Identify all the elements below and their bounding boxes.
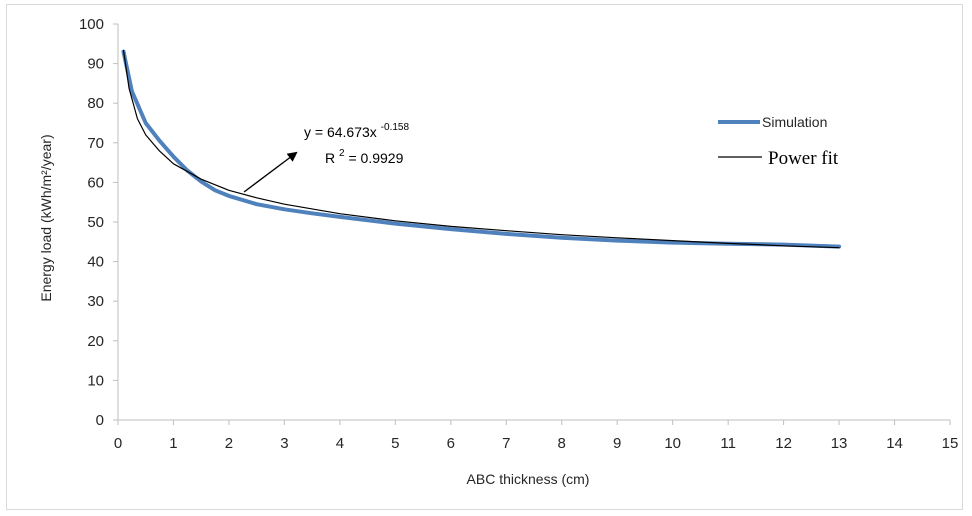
x-tick-label: 10 [664, 435, 681, 452]
series-line-simulation [121, 49, 842, 249]
r-squared-r: R [325, 150, 335, 166]
x-tick-label: 3 [280, 435, 288, 452]
x-tick-label: 14 [886, 435, 903, 452]
y-tick-label: 100 [79, 16, 104, 33]
y-tick-label: 70 [87, 135, 104, 152]
y-tick-label: 60 [87, 174, 104, 191]
x-ticks: 0 1 2 3 4 5 6 7 8 9 10 11 12 13 14 15 [114, 420, 959, 452]
r-squared-superscript: 2 [339, 148, 345, 159]
y-tick-label: 90 [87, 56, 104, 73]
y-tick-label: 20 [87, 333, 104, 350]
series-lines [121, 49, 842, 249]
x-tick-label: 9 [613, 435, 621, 452]
x-tick-label: 5 [391, 435, 399, 452]
y-tick-label: 30 [87, 293, 104, 310]
equation-exponent: -0.158 [381, 122, 410, 133]
x-tick-label: 15 [942, 435, 959, 452]
equation-main: y = 64.673x [304, 124, 377, 140]
y-ticks: 0 10 20 30 40 50 60 70 80 90 100 [79, 16, 118, 429]
x-tick-label: 1 [169, 435, 177, 452]
series-line-power-fit [122, 49, 840, 249]
x-tick-label: 13 [831, 435, 848, 452]
x-tick-label: 8 [558, 435, 566, 452]
legend: Simulation Power fit [718, 114, 839, 169]
x-tick-label: 12 [775, 435, 792, 452]
x-axis-title: ABC thickness (cm) [467, 471, 590, 487]
y-tick-label: 0 [96, 412, 104, 429]
x-tick-label: 2 [225, 435, 233, 452]
trendline-equation: y = 64.673x -0.158 [304, 122, 409, 140]
r-squared-value: = 0.9929 [348, 150, 403, 166]
x-tick-label: 7 [502, 435, 510, 452]
x-tick-label: 4 [336, 435, 344, 452]
x-tick-label: 6 [447, 435, 455, 452]
y-tick-label: 80 [87, 95, 104, 112]
x-tick-label: 11 [720, 435, 736, 452]
y-tick-label: 40 [87, 254, 104, 271]
y-axis-title: Energy load (kWh/m²/year) [38, 134, 54, 301]
annotation-arrow [243, 151, 298, 193]
chart-frame [6, 4, 963, 510]
y-tick-label: 10 [87, 372, 104, 389]
trendline-r-squared: R 2 = 0.9929 [325, 143, 404, 166]
legend-label-simulation: Simulation [762, 114, 827, 130]
trendline-annotation: y = 64.673x -0.158 R 2 = 0.9929 [243, 122, 409, 193]
x-tick-label: 0 [114, 435, 122, 452]
y-tick-label: 50 [87, 214, 104, 231]
legend-label-power-fit: Power fit [768, 148, 839, 169]
